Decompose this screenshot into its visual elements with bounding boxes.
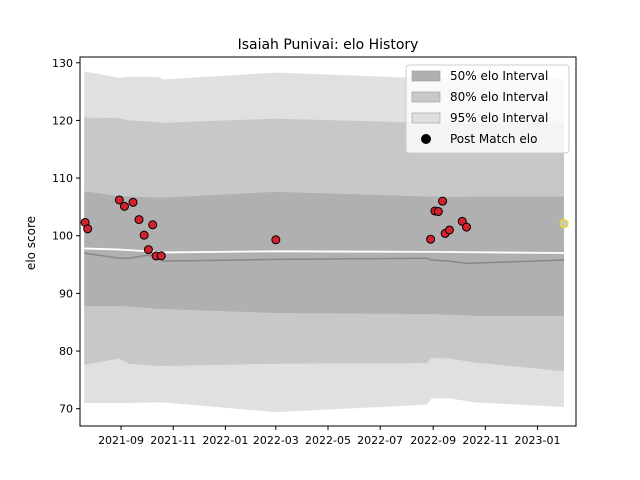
legend-marker bbox=[421, 134, 431, 144]
x-tick-label: 2022-11 bbox=[462, 434, 508, 447]
y-tick-label: 70 bbox=[59, 403, 73, 416]
x-tick-label: 2022-01 bbox=[202, 434, 248, 447]
post-match-point bbox=[143, 245, 153, 255]
post-match-point bbox=[83, 224, 93, 234]
y-tick-label: 110 bbox=[52, 172, 73, 185]
x-tick-label: 2021-11 bbox=[150, 434, 196, 447]
x-tick-label: 2021-09 bbox=[98, 434, 144, 447]
y-tick-label: 90 bbox=[59, 287, 73, 300]
legend-label: Post Match elo bbox=[450, 132, 537, 146]
legend-swatch bbox=[411, 112, 441, 124]
post-match-point bbox=[139, 230, 149, 240]
y-axis-label: elo score bbox=[24, 216, 38, 270]
legend-label: 50% elo Interval bbox=[450, 69, 548, 83]
post-match-point bbox=[134, 215, 144, 225]
post-match-point bbox=[433, 207, 443, 217]
y-tick-label: 130 bbox=[52, 57, 73, 70]
post-match-point bbox=[128, 197, 138, 207]
post-match-point bbox=[444, 225, 454, 235]
post-match-point bbox=[114, 195, 124, 205]
legend-label: 80% elo Interval bbox=[450, 90, 548, 104]
x-tick-label: 2023-01 bbox=[515, 434, 561, 447]
x-tick-label: 2022-09 bbox=[410, 434, 456, 447]
x-tick-label: 2022-07 bbox=[357, 434, 403, 447]
post-match-point bbox=[462, 222, 472, 232]
post-match-point bbox=[271, 235, 281, 245]
legend-label: 95% elo Interval bbox=[450, 111, 548, 125]
y-tick-label: 100 bbox=[52, 230, 73, 243]
x-tick-label: 2022-03 bbox=[253, 434, 299, 447]
legend-swatch bbox=[411, 70, 441, 82]
post-match-point bbox=[156, 251, 166, 261]
legend-swatch bbox=[411, 91, 441, 103]
x-tick-label: 2022-05 bbox=[305, 434, 351, 447]
band-50-interval bbox=[84, 191, 565, 316]
legend-box bbox=[405, 64, 570, 154]
y-tick-label: 120 bbox=[52, 114, 73, 127]
post-match-point bbox=[119, 201, 129, 211]
x-axis: 2021-09 2021-11 2022-01 2022-03 2022-05 2022-… bbox=[98, 426, 561, 447]
current-elo-point bbox=[559, 219, 569, 229]
post-match-point bbox=[438, 196, 448, 206]
post-match-point bbox=[148, 220, 158, 230]
post-match-point bbox=[426, 234, 436, 244]
y-axis: 70 80 90 100 110 120 130 bbox=[52, 57, 80, 416]
chart-title: Isaiah Punivai: elo History bbox=[238, 37, 419, 53]
plot-area bbox=[80, 71, 569, 413]
legend: 50% elo Interval 80% elo Interval 95% elo … bbox=[405, 64, 570, 154]
y-tick-label: 80 bbox=[59, 345, 73, 358]
mean-elo-line bbox=[84, 252, 565, 265]
